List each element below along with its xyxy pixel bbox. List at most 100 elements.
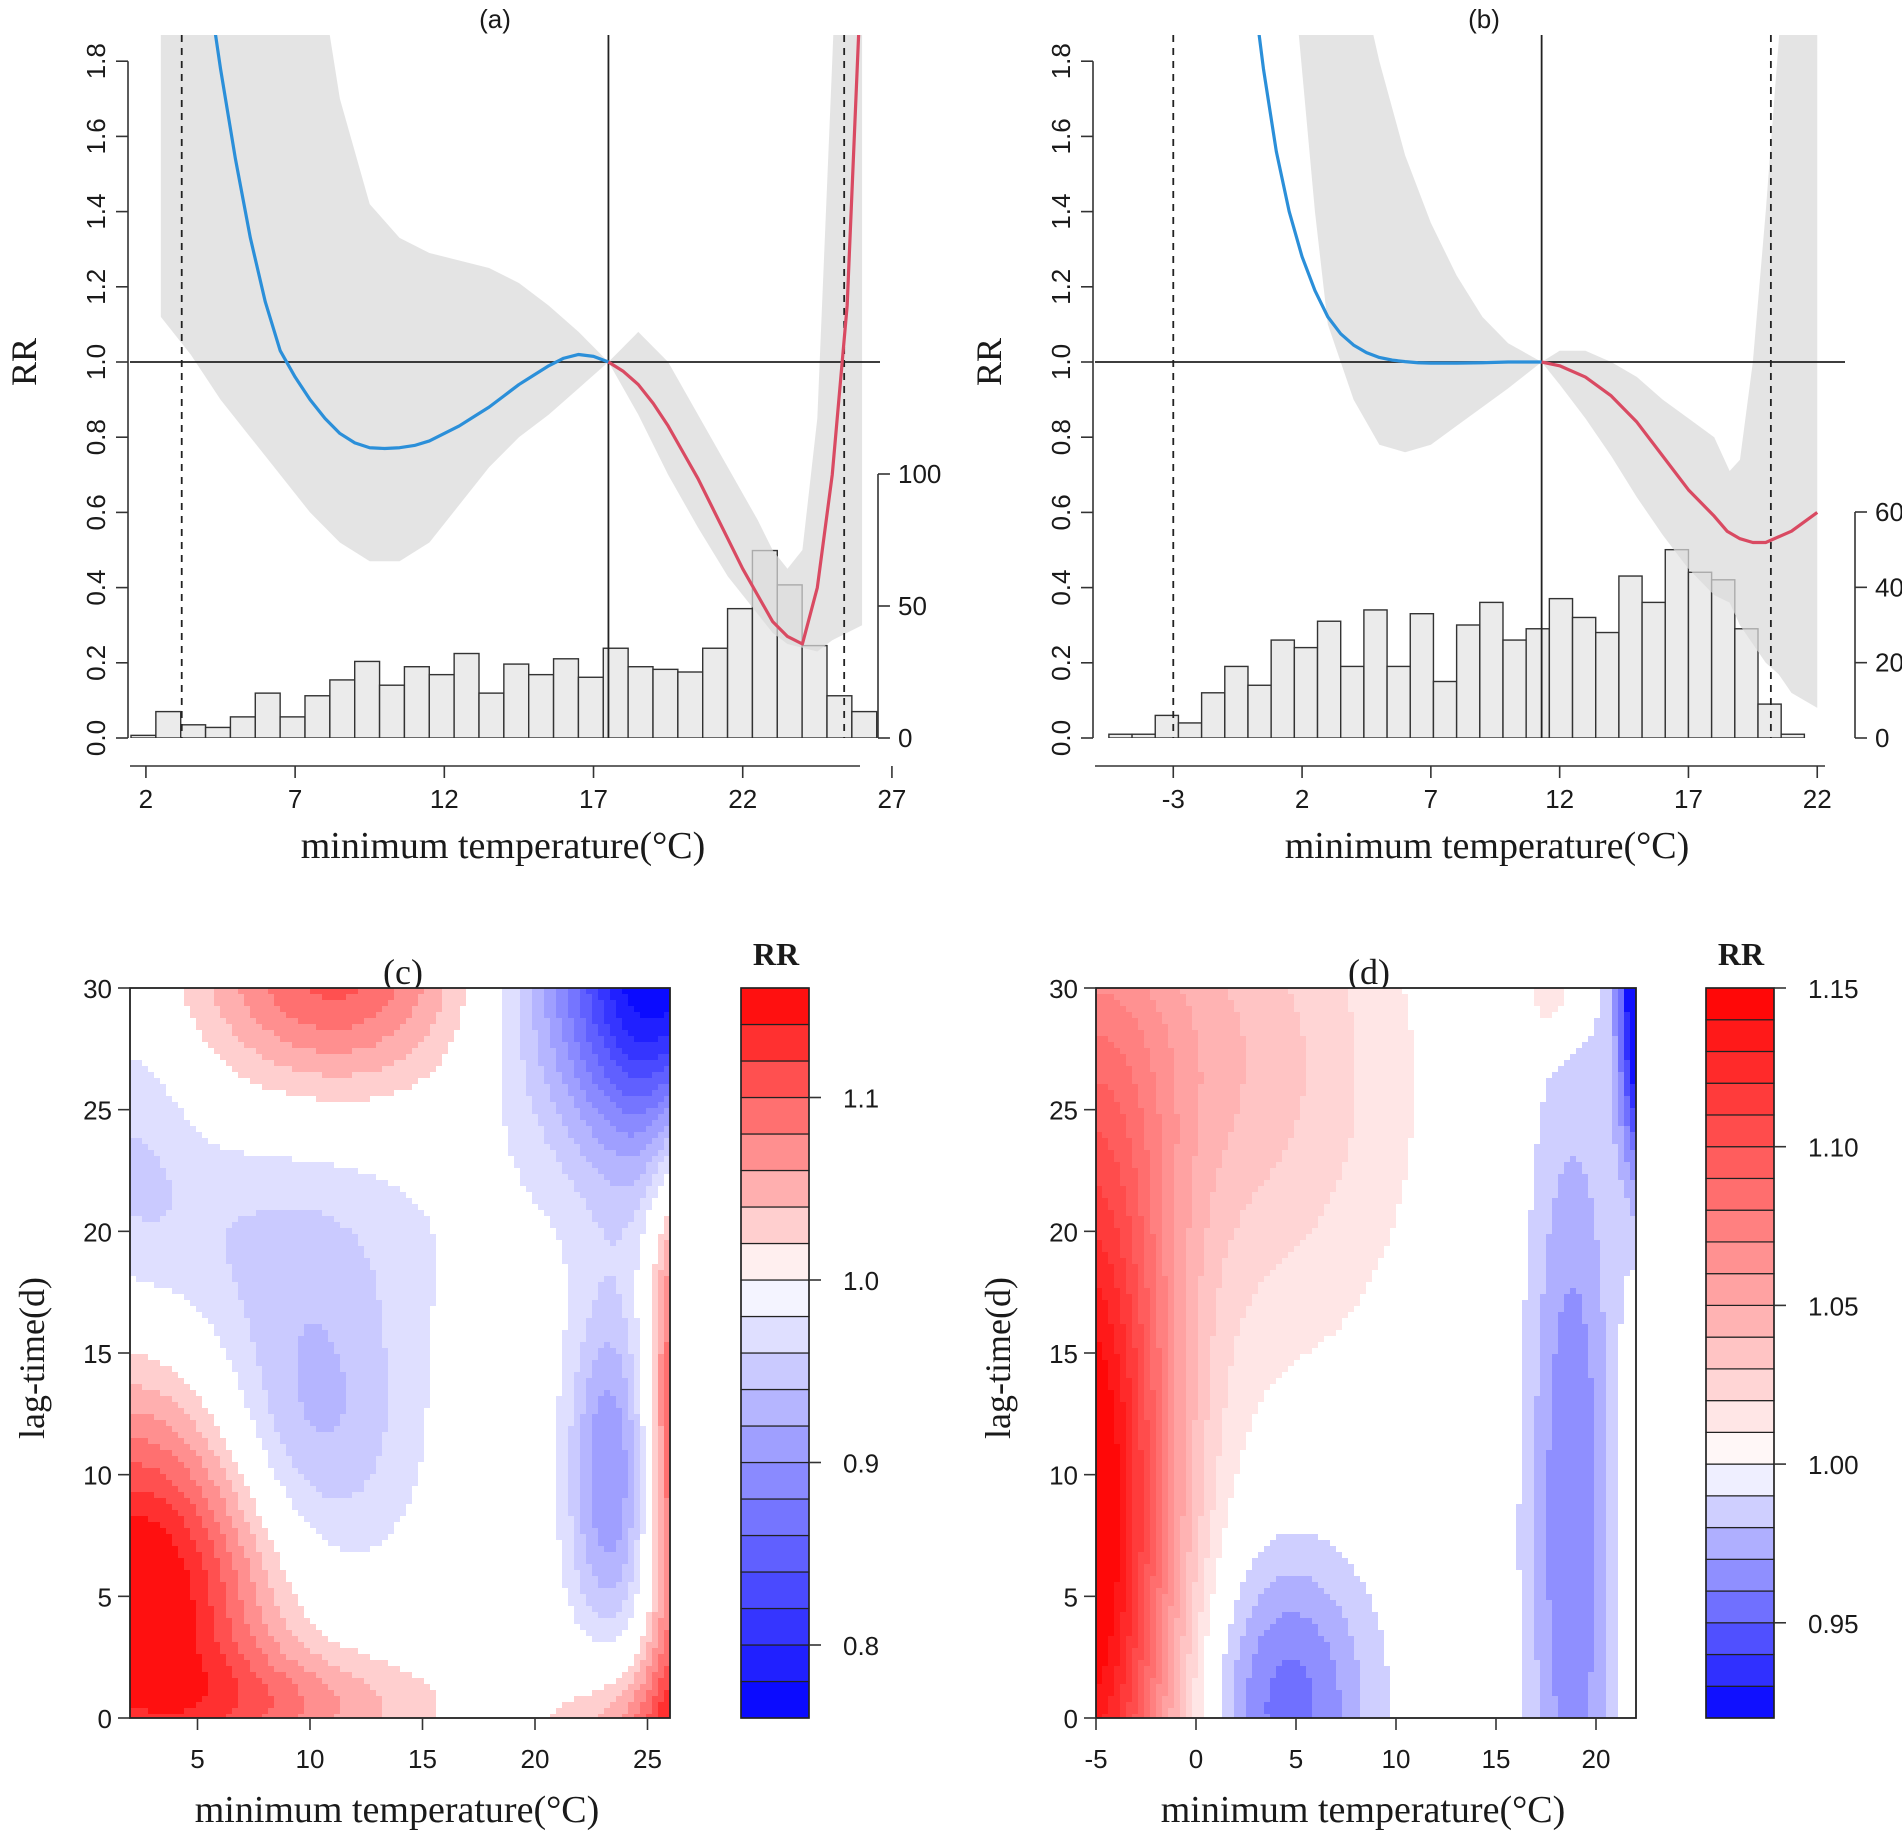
panel-c-contour-cell	[154, 1120, 160, 1126]
panel-c-contour-cell	[352, 1216, 358, 1222]
panel-c-contour-cell	[316, 1192, 322, 1198]
panel-c-contour-cell	[580, 1024, 586, 1030]
panel-c-contour-cell	[298, 1348, 304, 1354]
panel-c-contour-cell	[202, 1420, 208, 1426]
panel-c-contour-cell	[160, 1390, 166, 1396]
panel-c-contour-cell	[628, 1282, 634, 1288]
panel-c-contour-cell	[148, 1156, 154, 1162]
panel-c-contour-cell	[544, 1138, 550, 1144]
panel-c-contour-cell	[364, 1192, 370, 1198]
panel-c-contour-cell	[352, 1342, 358, 1348]
panel-c-contour-cell	[652, 1174, 658, 1180]
panel-c-contour-cell	[256, 1342, 262, 1348]
panel-c-contour-cell	[292, 1318, 298, 1324]
panel-c-contour-cell	[328, 1234, 334, 1240]
panel-c-contour-cell	[418, 1384, 424, 1390]
panel-c-contour-cell	[244, 1336, 250, 1342]
panel-c-contour-cell	[580, 1084, 586, 1090]
panel-c-contour-cell	[304, 988, 310, 994]
panel-c-contour-cell	[610, 1174, 616, 1180]
panel-c-contour-cell	[358, 1054, 364, 1060]
panel-c-contour-cell	[580, 1120, 586, 1126]
panel-c-contour-cell	[256, 988, 262, 994]
panel-c-contour-cell	[412, 1366, 418, 1372]
panel-c-contour-cell	[130, 1246, 136, 1252]
panel-c-contour-cell	[568, 1306, 574, 1312]
panel-c-contour-cell	[226, 1258, 232, 1264]
panel-c-contour-cell	[394, 1468, 400, 1474]
panel-c-contour-cell	[142, 1198, 148, 1204]
panel-c-contour-cell	[406, 1000, 412, 1006]
panel-c-contour-cell	[220, 1006, 226, 1012]
panel-c-contour-cell	[334, 1186, 340, 1192]
panel-c-contour-cell	[232, 1174, 238, 1180]
panel-c-contour-cell	[226, 1030, 232, 1036]
panel-c-contour-cell	[154, 1444, 160, 1450]
panel-c-contour-cell	[202, 1306, 208, 1312]
panel-c-contour-cell	[154, 1426, 160, 1432]
panel-c-contour-cell	[370, 1468, 376, 1474]
panel-c-contour-cell	[274, 1300, 280, 1306]
panel-c-contour-cell	[388, 1228, 394, 1234]
panel-c-contour-cell	[184, 1252, 190, 1258]
panel-c-contour-cell	[526, 1174, 532, 1180]
panel-c-contour-cell	[358, 1372, 364, 1378]
panel-c-contour-cell	[244, 1396, 250, 1402]
panel-c-contour-cell	[634, 1024, 640, 1030]
panel-c-contour-cell	[580, 1060, 586, 1066]
panel-c-contour-cell	[244, 1012, 250, 1018]
panel-c-contour-cell	[652, 1162, 658, 1168]
panel-c-contour-cell	[628, 1378, 634, 1384]
panel-b-histogram-bar	[1108, 733, 1133, 738]
panel-c-contour-cell	[136, 1222, 142, 1228]
panel-c-contour-cell	[310, 994, 316, 1000]
panel-c-contour-cell	[292, 1186, 298, 1192]
panel-c-contour-cell	[184, 1390, 190, 1396]
panel-b-y-tick-label: 1.6	[1046, 118, 1076, 154]
panel-c-contour-cell	[508, 1042, 514, 1048]
panel-c-contour-cell	[550, 1006, 556, 1012]
panel-c-contour-cell	[232, 1462, 238, 1468]
panel-c-contour-cell	[154, 1090, 160, 1096]
panel-c-contour-cell	[184, 1168, 190, 1174]
panel-c-contour-cell	[304, 1432, 310, 1438]
panel-c-contour-cell	[292, 1288, 298, 1294]
panel-c-contour-cell	[568, 1354, 574, 1360]
panel-c-contour-cell	[346, 1066, 352, 1072]
panel-c-contour-cell	[214, 1192, 220, 1198]
panel-c-contour-cell	[232, 1162, 238, 1168]
panel-c-contour-cell	[292, 1234, 298, 1240]
panel-c-contour-cell	[136, 1180, 142, 1186]
panel-c-contour-cell	[280, 1072, 286, 1078]
panel-c-contour-cell	[406, 1054, 412, 1060]
panel-c-contour-cell	[142, 1438, 148, 1444]
panel-c-contour-cell	[568, 1222, 574, 1228]
panel-c-contour-cell	[328, 1084, 334, 1090]
panel-c-contour-cell	[538, 1162, 544, 1168]
panel-c-contour-cell	[640, 1078, 646, 1084]
panel-c-contour-cell	[502, 988, 508, 994]
panel-c-contour-cell	[280, 1426, 286, 1432]
panel-c-contour-cell	[352, 1210, 358, 1216]
panel-c-contour-cell	[142, 1216, 148, 1222]
panel-c-contour-cell	[562, 988, 568, 994]
panel-c-contour-cell	[580, 1306, 586, 1312]
panel-c-contour-cell	[226, 1468, 232, 1474]
panel-c-contour-cell	[532, 1084, 538, 1090]
panel-c-contour-cell	[604, 1072, 610, 1078]
panel-c-contour-cell	[190, 1186, 196, 1192]
panel-c-contour-cell	[376, 1012, 382, 1018]
panel-c-contour-cell	[562, 1396, 568, 1402]
panel-c-contour-cell	[382, 1024, 388, 1030]
panel-c-contour-cell	[604, 1042, 610, 1048]
panel-c-contour-cell	[580, 1156, 586, 1162]
panel-c-contour-cell	[274, 1222, 280, 1228]
panel-c-contour-cell	[568, 1300, 574, 1306]
panel-c-contour-cell	[334, 1000, 340, 1006]
panel-c-contour-cell	[250, 1162, 256, 1168]
panel-c-contour-cell	[394, 1210, 400, 1216]
panel-c-contour-cell	[394, 1078, 400, 1084]
panel-c-contour-cell	[382, 1372, 388, 1378]
panel-c-contour-cell	[556, 1012, 562, 1018]
panel-c-contour-cell	[634, 1330, 640, 1336]
